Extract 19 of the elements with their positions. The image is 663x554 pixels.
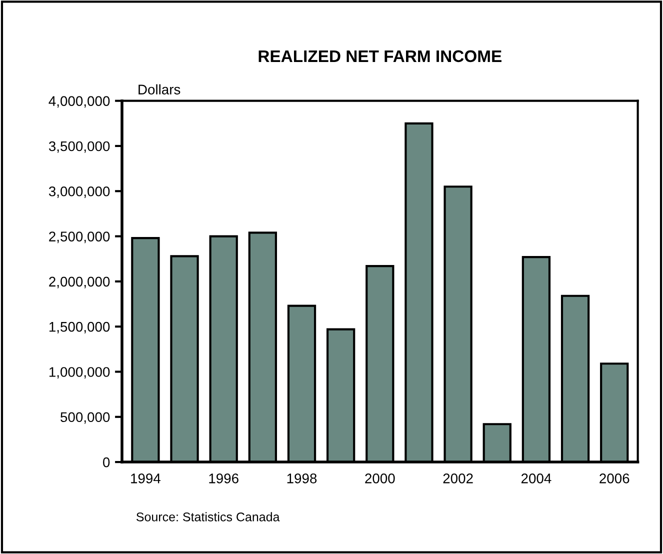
y-tick-label: 500,000 bbox=[60, 412, 110, 424]
y-tick-label: 3,000,000 bbox=[48, 186, 110, 198]
y-tick-label: 0 bbox=[103, 457, 110, 468]
source-note: Source: Statistics Canada bbox=[136, 512, 280, 522]
x-tick-label: 2000 bbox=[365, 474, 395, 484]
x-tick-label: 2006 bbox=[600, 474, 630, 484]
y-tick-label: 1,500,000 bbox=[49, 322, 110, 334]
x-tick-label: 1998 bbox=[287, 474, 317, 484]
x-tick-label: 1994 bbox=[131, 474, 160, 484]
x-tick-label: 2004 bbox=[521, 474, 552, 484]
y-tick-label: 2,500,000 bbox=[49, 232, 110, 244]
y-tick-label: 1,000,000 bbox=[49, 367, 110, 379]
x-tick-label: 2002 bbox=[443, 474, 473, 484]
chart-title: REALIZED NET FARM INCOME bbox=[258, 50, 502, 62]
y-tick-label: 2,000,000 bbox=[49, 276, 110, 288]
x-tick-label: 1996 bbox=[209, 474, 238, 484]
y-tick-label: 4,000,000 bbox=[48, 96, 110, 108]
y-axis-title: Dollars bbox=[138, 84, 180, 94]
y-tick-label: 3,500,000 bbox=[48, 141, 110, 153]
